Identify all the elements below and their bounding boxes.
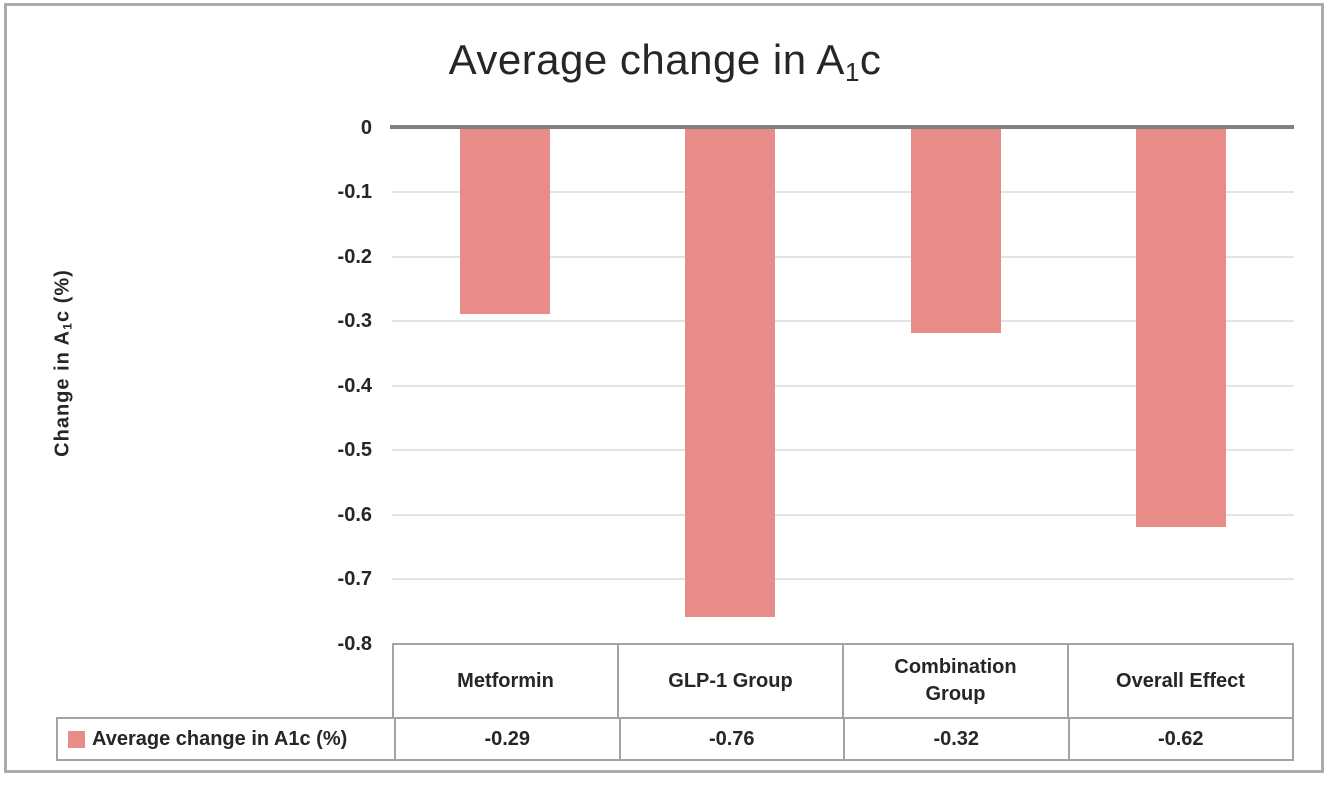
chart-title-subscript: 1 (844, 57, 860, 88)
bar-combination-group (910, 127, 1001, 334)
bar-overall-effect (1136, 127, 1227, 527)
y-tick-label-0: 0 (360, 116, 372, 139)
y-gridline-0-3 (392, 320, 1294, 322)
chart-title-suffix: c (859, 36, 882, 83)
header-cell-glp-1-group: GLP-1 Group (617, 645, 842, 717)
value-cell-metformin: -0.29 (394, 719, 619, 759)
header-cell-label: Overall Effect (1116, 669, 1245, 692)
y-tick-label-0-1: -0.1 (337, 181, 372, 203)
y-tick-label-0-5: -0.5 (337, 439, 372, 461)
header-cell-label: Metformin (457, 669, 554, 692)
header-cell-combination-group: Combination Group (842, 645, 1067, 717)
y-gridline-0-4 (392, 384, 1294, 387)
y-gridline-0-7 (392, 578, 1294, 580)
y-gridline-0-6 (392, 513, 1294, 516)
y-axis-title: Change in A1c (%) (52, 269, 75, 457)
data-table-header-row: Metformin GLP-1 Group Combination Group Ove… (392, 643, 1294, 719)
header-cell-overall-effect: Overall Effect (1067, 645, 1292, 717)
y-axis-title-text: Change in A (51, 329, 74, 457)
value-cell-overall-effect: -0.62 (1067, 719, 1293, 759)
y-tick-label-0-6: -0.6 (337, 503, 372, 526)
legend-swatch-icon (68, 730, 85, 748)
header-cell-label: GLP-1 Group (668, 669, 793, 692)
legend-cell: Average change in A1c (%) (58, 719, 394, 759)
y-tick-label-0-3: -0.3 (337, 310, 372, 332)
y-axis-title-subscript: 1 (60, 321, 75, 330)
y-tick-label-0-2: -0.2 (337, 245, 372, 268)
header-cell-metformin: Metformin (394, 645, 617, 717)
chart-title-text: Average change in A (448, 36, 845, 83)
legend-label: Average change in A1c (%) (92, 727, 348, 750)
value-cell-combination-group: -0.32 (843, 719, 1068, 759)
value-cell-glp-1-group: -0.76 (618, 719, 844, 759)
chart-title: Average change in A1c (0, 36, 1330, 88)
bar-glp-1-group (685, 127, 776, 618)
y-tick-label-0-4: -0.4 (337, 374, 372, 397)
y-gridline-0-5 (392, 449, 1294, 451)
y-tick-label-0-7: -0.7 (337, 568, 372, 590)
y-axis-title-suffix: c (%) (51, 269, 74, 322)
data-table-value-row: Average change in A1c (%) -0.29 -0.76 -0.3… (56, 717, 1294, 761)
y-tick-label-0-8: -0.8 (337, 632, 372, 655)
zero-axis-line (390, 125, 1294, 129)
header-cell-label: Combination Group (894, 656, 1017, 705)
y-gridline-0-1 (392, 191, 1294, 193)
bar-metformin (459, 127, 550, 315)
y-gridline-0-2 (392, 255, 1294, 258)
